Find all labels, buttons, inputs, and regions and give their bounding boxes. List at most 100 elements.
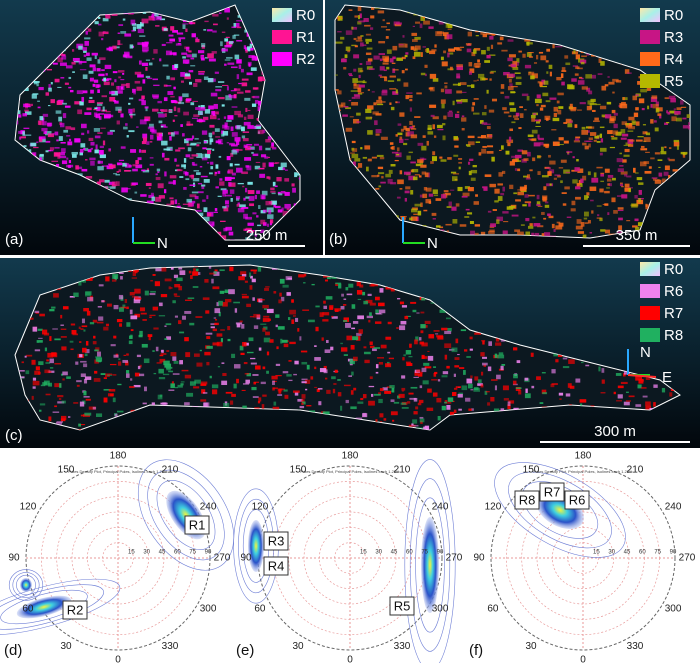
patch	[619, 152, 622, 155]
patch	[502, 186, 505, 192]
patch	[202, 216, 210, 222]
patch	[648, 166, 652, 169]
patch	[645, 204, 651, 210]
patch	[218, 143, 224, 145]
patch	[379, 413, 384, 418]
patch	[598, 366, 601, 372]
patch	[227, 326, 231, 331]
patch	[619, 103, 622, 109]
patch	[190, 65, 196, 67]
patch	[231, 172, 236, 176]
patch	[151, 196, 156, 202]
patch	[291, 299, 294, 303]
patch	[337, 378, 341, 381]
patch	[533, 62, 538, 64]
patch	[396, 147, 400, 152]
patch	[390, 411, 398, 416]
patch	[202, 199, 206, 202]
patch	[250, 362, 257, 365]
patch	[575, 66, 580, 69]
patch	[507, 404, 511, 410]
patch	[523, 158, 529, 161]
ring	[334, 542, 366, 574]
patch	[500, 338, 505, 342]
patch	[399, 301, 405, 305]
patch	[196, 142, 201, 144]
point-cloud	[14, 264, 681, 431]
patch	[478, 73, 485, 79]
patch	[444, 192, 451, 196]
patch	[428, 200, 432, 204]
patch	[157, 136, 162, 141]
patch	[416, 369, 421, 373]
patch	[377, 10, 385, 14]
patch	[157, 112, 164, 114]
patch	[607, 183, 611, 186]
patch	[162, 373, 170, 376]
legend-label: R8	[664, 327, 683, 344]
patch	[378, 41, 386, 44]
patch	[399, 170, 403, 175]
patch	[664, 165, 670, 171]
patch	[222, 131, 229, 136]
patch	[401, 70, 405, 74]
patch	[250, 357, 256, 360]
patch	[331, 315, 334, 318]
patch	[404, 138, 409, 141]
patch	[515, 76, 522, 80]
patch	[138, 149, 141, 153]
patch	[509, 128, 513, 132]
patch	[205, 332, 213, 335]
patch	[642, 124, 646, 126]
patch	[490, 44, 494, 49]
patch	[174, 199, 178, 205]
patch	[103, 115, 111, 119]
patch	[175, 149, 181, 152]
patch	[39, 409, 42, 412]
patch	[60, 328, 67, 330]
patch	[423, 362, 430, 366]
patch	[107, 374, 113, 376]
patch	[389, 88, 397, 90]
patch	[353, 54, 360, 59]
patch	[422, 135, 426, 138]
patch	[164, 338, 168, 340]
patch	[611, 197, 616, 203]
patch	[203, 402, 210, 408]
patch	[273, 203, 276, 208]
patch	[116, 171, 120, 173]
patch	[178, 147, 185, 150]
patch	[399, 138, 404, 143]
patch	[230, 126, 234, 132]
patch	[291, 183, 295, 187]
patch	[631, 203, 638, 208]
patch	[424, 64, 428, 68]
patch	[620, 182, 623, 185]
patch	[262, 366, 266, 370]
patch	[335, 283, 339, 286]
patch	[185, 28, 188, 33]
patch	[368, 68, 375, 71]
patch	[238, 64, 242, 69]
patch	[141, 169, 146, 172]
patch	[552, 141, 560, 146]
patch	[62, 113, 67, 119]
azimuth-label: 0	[347, 655, 353, 663]
patch	[133, 268, 139, 273]
patch	[222, 189, 228, 194]
patch	[332, 388, 336, 394]
patch	[227, 115, 234, 120]
patch	[200, 383, 207, 386]
patch	[413, 176, 418, 181]
patch	[596, 217, 602, 219]
patch	[426, 407, 434, 411]
radial-label: 60	[639, 550, 646, 556]
patch	[176, 168, 181, 171]
patch	[576, 158, 579, 162]
patch	[156, 362, 162, 364]
patch	[159, 354, 164, 357]
patch	[120, 113, 124, 118]
patch	[133, 384, 141, 388]
patch	[373, 102, 377, 106]
patch	[351, 96, 355, 99]
